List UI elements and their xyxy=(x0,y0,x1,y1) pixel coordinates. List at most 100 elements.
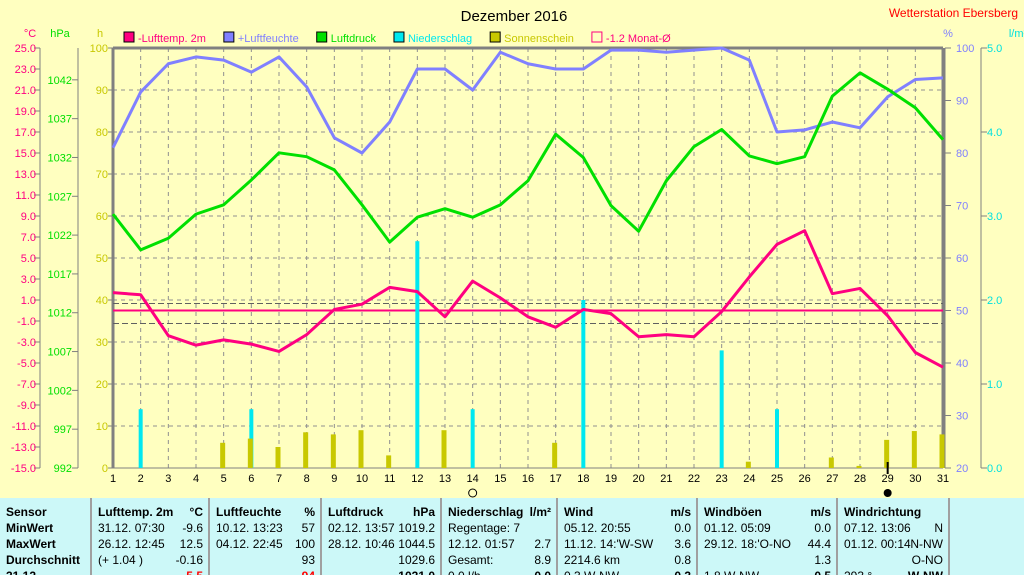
cell-value: N xyxy=(934,521,943,535)
column-header: Windböen xyxy=(704,505,762,519)
temp-tick-label-15: -5.0 xyxy=(17,358,36,370)
temp-tick-label-19: -13.0 xyxy=(11,442,36,454)
day-label-17: 17 xyxy=(550,473,562,485)
temp-tick-label-16: -7.0 xyxy=(17,379,36,391)
day-label-28: 28 xyxy=(854,473,866,485)
rain-bar-2 xyxy=(138,409,143,468)
cell-label: 10.12. 13:23 xyxy=(216,521,283,535)
day-label-9: 9 xyxy=(331,473,337,485)
temp-unit: °C xyxy=(24,28,36,40)
rain-tick-label-0: 5.0 xyxy=(987,43,1002,55)
cell-label: 0.3 W-NW xyxy=(564,568,619,575)
temp-tick-label-20: -15.0 xyxy=(11,463,36,475)
cell-value: 94 xyxy=(302,568,315,575)
humidity-tick-label-6: 40 xyxy=(956,358,968,370)
temp-tick-label-0: 25.0 xyxy=(15,43,36,55)
cell-value: 0.0 xyxy=(674,521,691,535)
temp-tick-label-1: 23.0 xyxy=(15,64,36,76)
day-label-24: 24 xyxy=(743,473,755,485)
cell-label: 293 ° xyxy=(844,568,872,575)
rain-tick-label-5: 0.0 xyxy=(987,463,1002,475)
legend-label-2: Luftdruck xyxy=(331,33,377,45)
weather-chart: Dezember 2016 Wetterstation Ebersberg °C hP… xyxy=(11,6,1024,498)
legend-swatch-3 xyxy=(393,31,405,43)
legend-swatch-1 xyxy=(223,31,235,43)
legend-label-0: -Lufttemp. 2m xyxy=(138,33,206,45)
day-label-10: 10 xyxy=(356,473,368,485)
sun-bar-24 xyxy=(745,461,751,468)
day-label-15: 15 xyxy=(494,473,506,485)
day-label-8: 8 xyxy=(304,473,310,485)
temp-tick-label-17: -9.0 xyxy=(17,400,36,412)
humidity-tick-label-5: 50 xyxy=(956,306,968,318)
sun-tick-label-0: 100 xyxy=(90,43,108,55)
sun-bar-30 xyxy=(911,431,917,468)
temp-tick-label-4: 17.0 xyxy=(15,127,36,139)
cell-value: 1031.0 xyxy=(398,568,435,575)
day-label-29: 29 xyxy=(882,473,894,485)
sun-tick-label-8: 20 xyxy=(96,379,108,391)
cell-label: 05.12. 20:55 xyxy=(564,521,631,535)
pressure-tick-label-5: 1017 xyxy=(48,269,72,281)
day-label-3: 3 xyxy=(165,473,171,485)
column-unit: hPa xyxy=(412,505,435,519)
humidity-tick-label-7: 30 xyxy=(956,411,968,423)
day-label-26: 26 xyxy=(799,473,811,485)
sun-tick-label-5: 50 xyxy=(96,253,108,265)
sun-bar-28 xyxy=(856,465,862,468)
cell-label: 01.12. 00:14 xyxy=(844,537,911,551)
day-label-20: 20 xyxy=(633,473,645,485)
humidity-tick-label-8: 20 xyxy=(956,463,968,475)
pressure-tick-label-3: 1027 xyxy=(48,191,72,203)
humidity-tick-label-2: 80 xyxy=(956,148,968,160)
rain-unit: l/m² xyxy=(1009,28,1024,40)
column-unit: l/m² xyxy=(529,505,551,519)
cell-value: 1029.6 xyxy=(398,553,435,567)
sun-bar-11 xyxy=(386,455,392,468)
temp-tick-label-8: 9.0 xyxy=(21,211,36,223)
sun-bar-10 xyxy=(358,430,364,468)
cell-label: 0.0 l/h xyxy=(448,568,481,575)
temp-line xyxy=(112,229,944,369)
table-column-2: Luftfeuchte% 10.12. 13:23 57 04.12. 22:45 10… xyxy=(210,498,322,575)
day-label-7: 7 xyxy=(276,473,282,485)
day-label-30: 30 xyxy=(909,473,921,485)
cell-value: 100 xyxy=(294,537,315,551)
legend-label-1: +Luftfeuchte xyxy=(238,33,299,45)
cell-label: 11.12. 14:'W-SW xyxy=(564,537,654,551)
day-label-31: 31 xyxy=(937,473,949,485)
cell-value: 1.3 xyxy=(814,553,831,567)
humidity-tick-label-0: 100 xyxy=(956,43,974,55)
cell-value: O-NO xyxy=(911,553,943,567)
min-pressure-marker-icon xyxy=(468,488,478,498)
rain-bar-23 xyxy=(719,350,724,468)
sun-tick-label-7: 30 xyxy=(96,337,108,349)
rain-bar-25 xyxy=(775,409,779,468)
day-label-1: 1 xyxy=(110,473,116,485)
rain-bar-14 xyxy=(470,409,475,468)
day-label-13: 13 xyxy=(439,473,451,485)
sun-bar-31 xyxy=(939,434,945,468)
cell-label: 02.12. 13:57 xyxy=(328,521,395,535)
temp-tick-label-18: -11.0 xyxy=(12,421,36,433)
temp-tick-label-2: 21.0 xyxy=(15,85,36,97)
cell-value: 0.8 xyxy=(674,553,691,567)
day-label-25: 25 xyxy=(771,473,783,485)
column-unit: °C xyxy=(189,505,203,519)
column-header: Luftfeuchte xyxy=(216,505,282,519)
sun-tick-label-2: 80 xyxy=(96,127,108,139)
column-unit: m/s xyxy=(670,505,691,519)
cell-label: MinWert xyxy=(6,521,54,535)
cell-value: 0.5 xyxy=(814,568,831,575)
pressure-unit: hPa xyxy=(50,28,70,40)
cell-value: 1019.2 xyxy=(398,521,435,535)
humidity-tick-label-4: 60 xyxy=(956,253,968,265)
sun-tick-label-10: 0 xyxy=(102,463,108,475)
rain-bar-12 xyxy=(415,241,420,468)
temp-tick-label-3: 19.0 xyxy=(15,106,36,118)
temp-tick-label-7: 11.0 xyxy=(15,190,36,202)
day-label-16: 16 xyxy=(522,473,534,485)
column-header: Niederschlag xyxy=(448,505,524,519)
temp-tick-label-10: 5.0 xyxy=(21,253,36,265)
cell-value: -9.6 xyxy=(182,521,203,535)
